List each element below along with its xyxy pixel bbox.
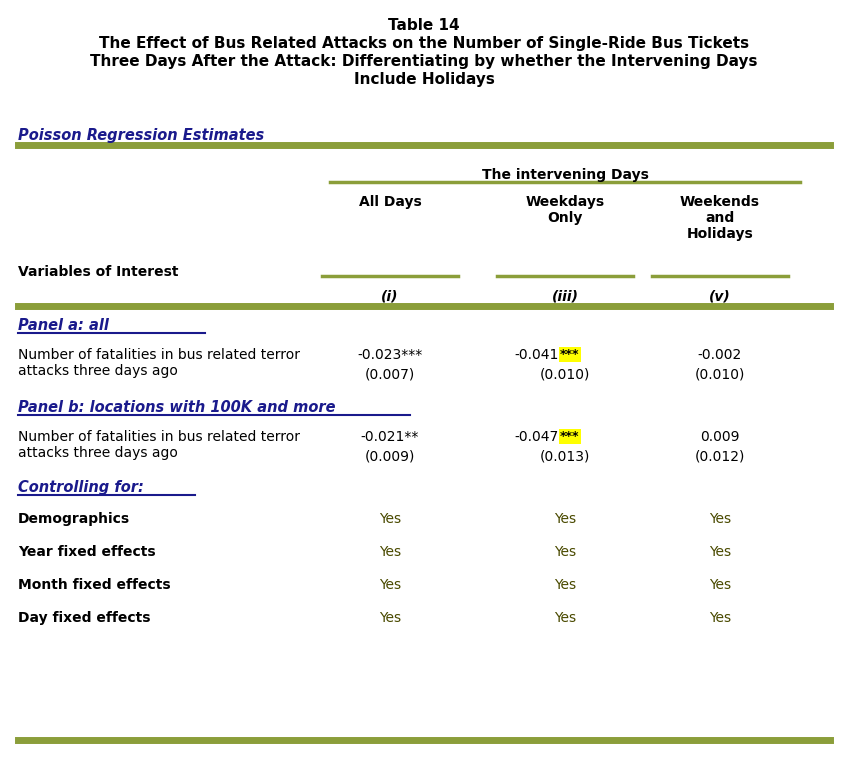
Text: 0.009: 0.009 xyxy=(700,430,739,444)
Text: Yes: Yes xyxy=(379,611,401,625)
Text: ***: *** xyxy=(560,430,579,443)
Text: (0.007): (0.007) xyxy=(365,367,416,381)
Text: (0.013): (0.013) xyxy=(540,449,590,463)
Text: Number of fatalities in bus related terror: Number of fatalities in bus related terr… xyxy=(18,430,300,444)
Text: Yes: Yes xyxy=(554,545,576,559)
Text: attacks three days ago: attacks three days ago xyxy=(18,364,178,378)
Text: Poisson Regression Estimates: Poisson Regression Estimates xyxy=(18,128,265,143)
Text: (0.010): (0.010) xyxy=(540,367,590,381)
Text: (iii): (iii) xyxy=(551,290,578,304)
Text: Yes: Yes xyxy=(709,545,731,559)
Text: Weekdays
Only: Weekdays Only xyxy=(526,195,605,225)
Text: Yes: Yes xyxy=(379,545,401,559)
Text: Demographics: Demographics xyxy=(18,512,130,526)
Text: Yes: Yes xyxy=(554,611,576,625)
Text: Table 14: Table 14 xyxy=(388,18,460,33)
Text: (v): (v) xyxy=(709,290,731,304)
Text: Weekends
and
Holidays: Weekends and Holidays xyxy=(680,195,760,241)
Text: Year fixed effects: Year fixed effects xyxy=(18,545,156,559)
Text: Day fixed effects: Day fixed effects xyxy=(18,611,150,625)
Text: (0.010): (0.010) xyxy=(695,367,745,381)
Text: Panel b: locations with 100K and more: Panel b: locations with 100K and more xyxy=(18,400,336,415)
Text: Month fixed effects: Month fixed effects xyxy=(18,578,170,592)
Text: Yes: Yes xyxy=(379,512,401,526)
Text: The intervening Days: The intervening Days xyxy=(482,168,649,182)
Text: The Effect of Bus Related Attacks on the Number of Single-Ride Bus Tickets: The Effect of Bus Related Attacks on the… xyxy=(99,36,749,51)
Text: (i): (i) xyxy=(382,290,399,304)
Text: ***: *** xyxy=(560,348,579,361)
Text: Yes: Yes xyxy=(709,578,731,592)
Text: -0.021**: -0.021** xyxy=(360,430,419,444)
Text: -0.002: -0.002 xyxy=(698,348,742,362)
Text: Panel a: all: Panel a: all xyxy=(18,318,109,333)
Text: attacks three days ago: attacks three days ago xyxy=(18,446,178,460)
Text: Yes: Yes xyxy=(554,578,576,592)
Text: Yes: Yes xyxy=(709,512,731,526)
Text: Number of fatalities in bus related terror: Number of fatalities in bus related terr… xyxy=(18,348,300,362)
Text: -0.041: -0.041 xyxy=(515,348,559,362)
Text: Yes: Yes xyxy=(379,578,401,592)
Text: (0.012): (0.012) xyxy=(695,449,745,463)
Text: Yes: Yes xyxy=(709,611,731,625)
Text: Controlling for:: Controlling for: xyxy=(18,480,144,495)
Text: Yes: Yes xyxy=(554,512,576,526)
Text: Variables of Interest: Variables of Interest xyxy=(18,265,178,279)
Text: Three Days After the Attack: Differentiating by whether the Intervening Days: Three Days After the Attack: Differentia… xyxy=(90,54,758,69)
Text: All Days: All Days xyxy=(359,195,421,209)
Text: Include Holidays: Include Holidays xyxy=(354,72,494,87)
Text: (0.009): (0.009) xyxy=(365,449,416,463)
Text: -0.023***: -0.023*** xyxy=(357,348,422,362)
Text: -0.047: -0.047 xyxy=(515,430,559,444)
